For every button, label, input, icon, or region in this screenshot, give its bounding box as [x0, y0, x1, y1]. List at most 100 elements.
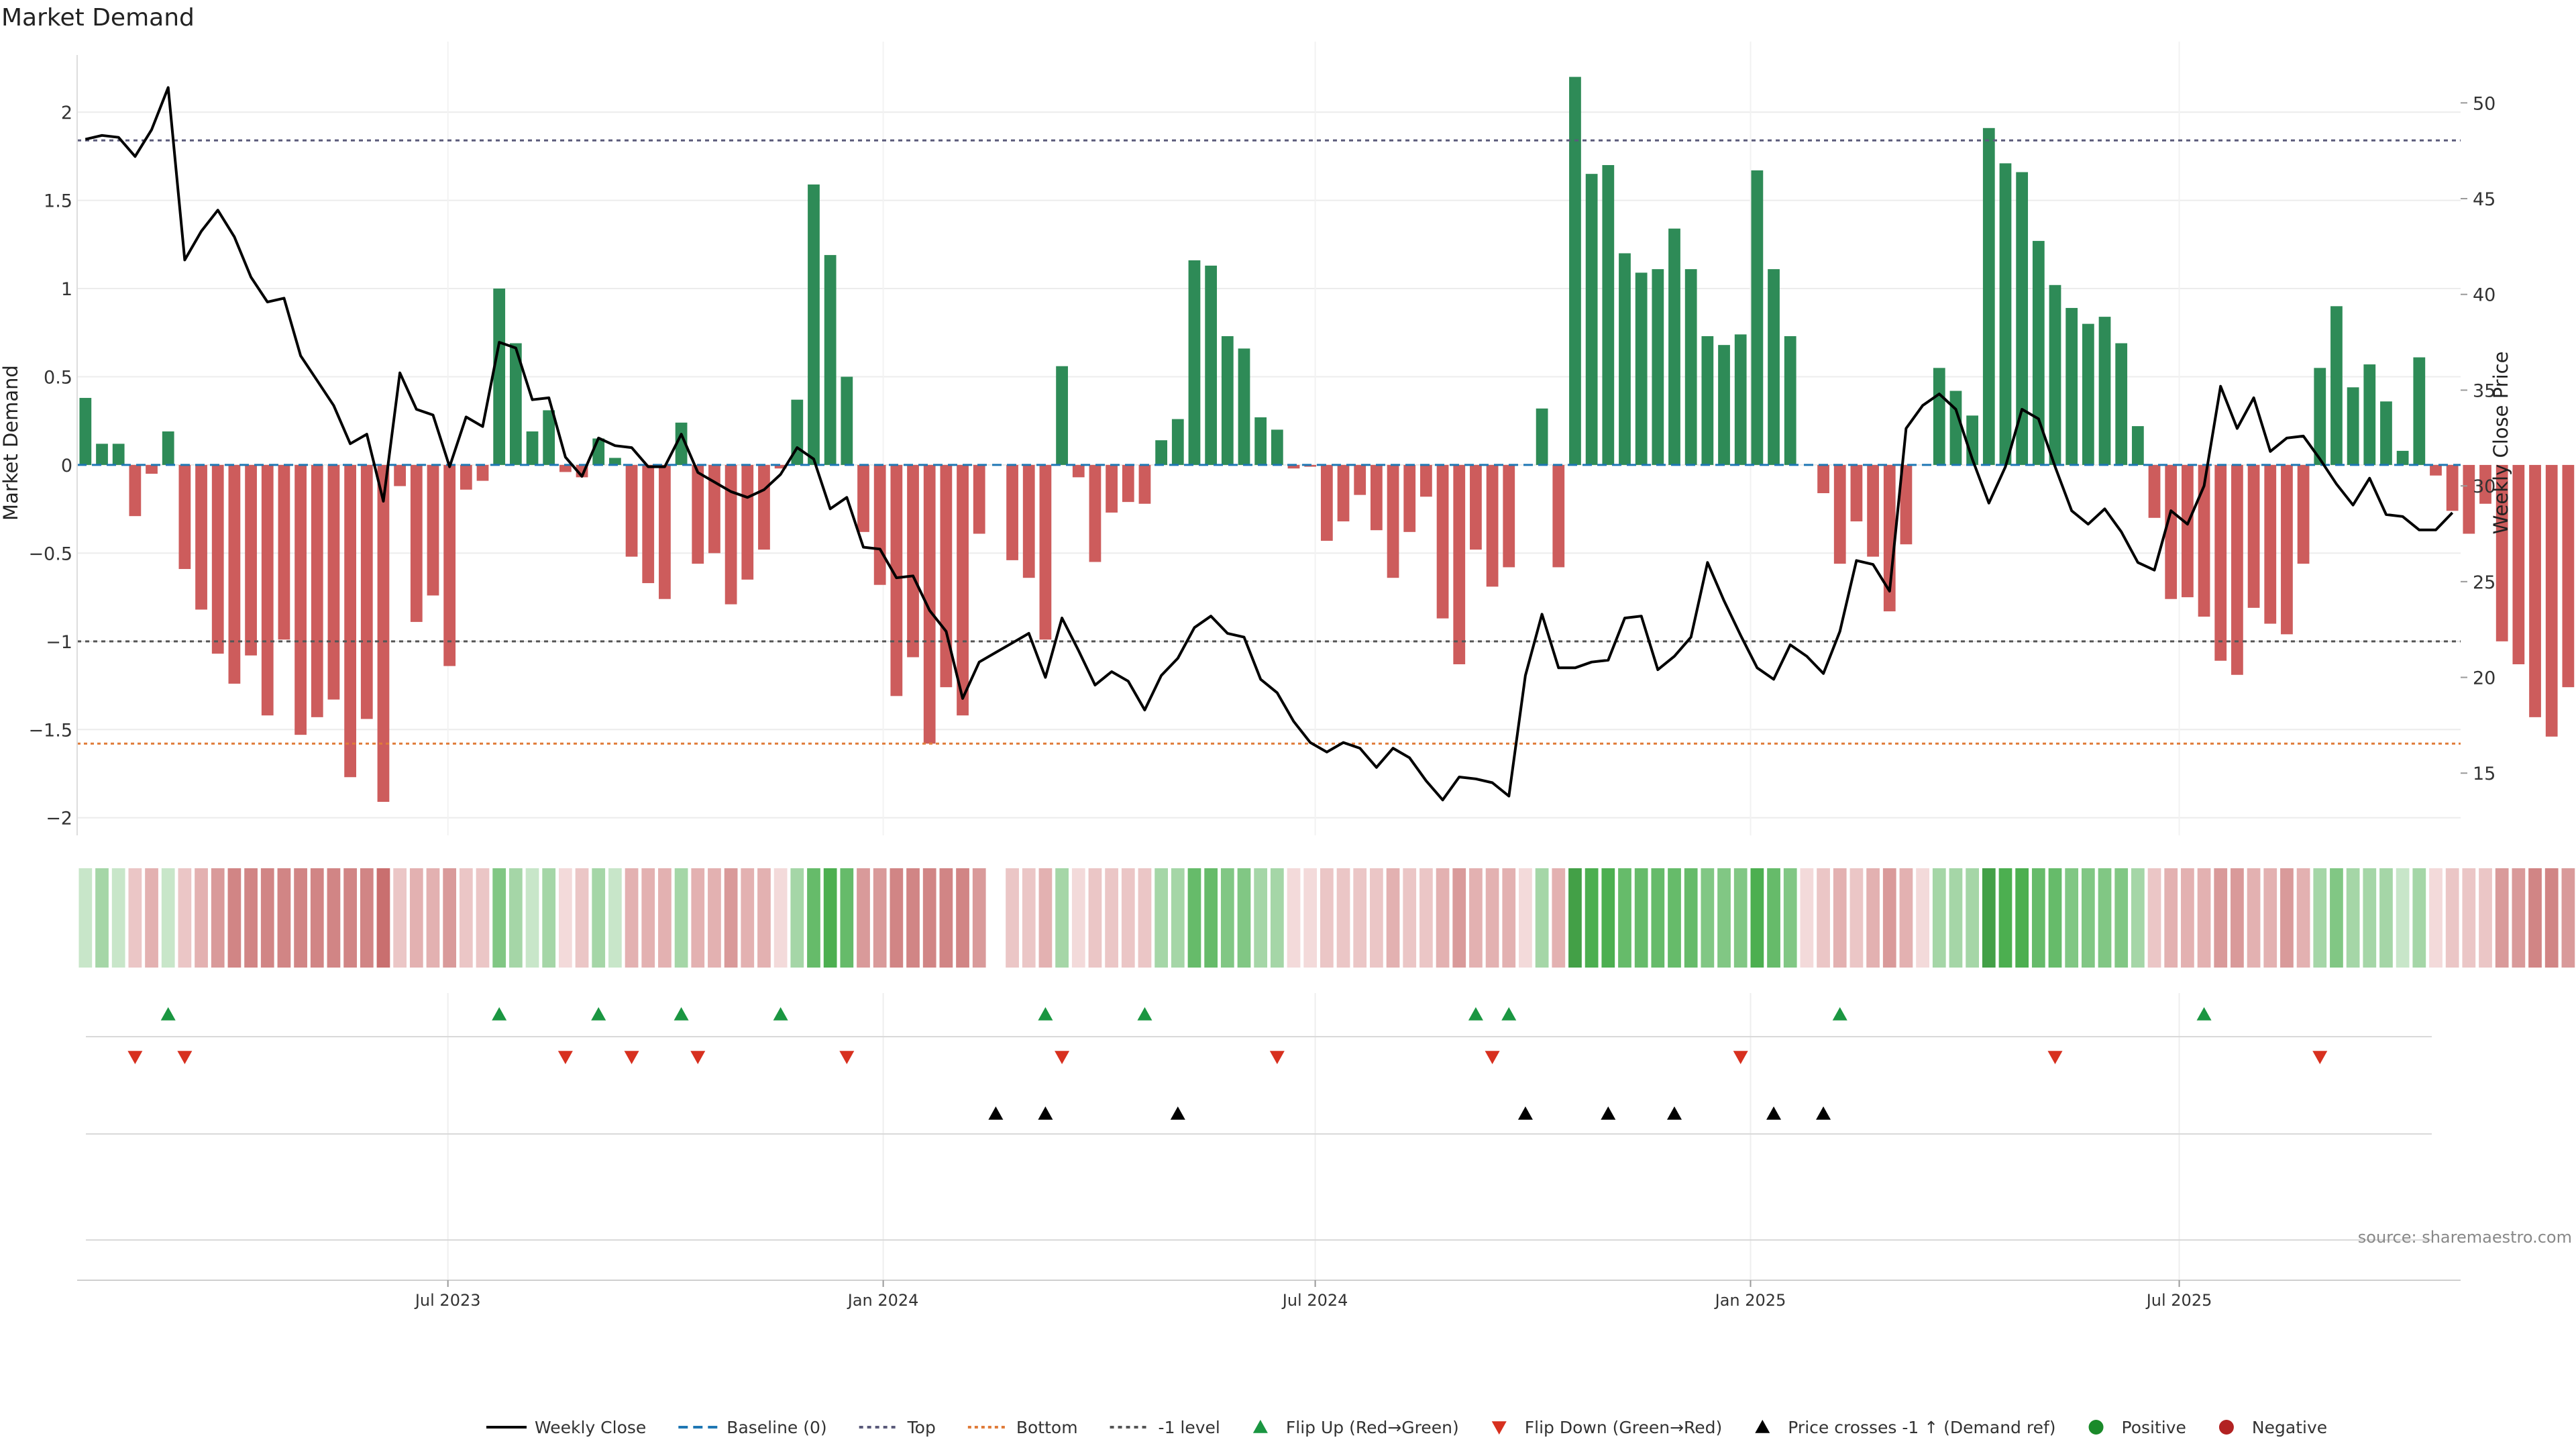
- positive-demand-bar: [112, 444, 125, 465]
- positive-lag-cell: [608, 868, 622, 968]
- positive-demand-bar: [2363, 364, 2376, 465]
- chart-title: Market Demand: [1, 4, 195, 32]
- negative-lag-cell: [1105, 868, 1118, 968]
- positive-lag-cell: [2031, 868, 2045, 968]
- positive-lag-cell: [2379, 868, 2393, 968]
- positive-demand-bar: [2049, 284, 2061, 465]
- negative-demand-bar: [1039, 464, 1052, 640]
- negative-lag-cell: [1038, 868, 1053, 968]
- positive-lag-cell: [1966, 868, 1979, 968]
- negative-demand-bar: [178, 464, 191, 570]
- negative-demand-bar: [2446, 464, 2459, 511]
- flip-up-marker: [1468, 1007, 1483, 1021]
- legend-item-dot-positive: Positive: [2088, 1418, 2186, 1437]
- y2-tick-label: 30: [2473, 476, 2496, 497]
- legend-item-dot-negative: Negative: [2218, 1418, 2327, 1437]
- weekly-close-line: [85, 86, 2454, 802]
- negative-demand-bar: [1552, 464, 1565, 568]
- positive-demand-bar: [526, 431, 539, 465]
- negative-demand-bar: [1900, 464, 1913, 545]
- positive-lag-cell: [1171, 868, 1185, 968]
- legend-label: Price crosses -1 ↑ (Demand ref): [1788, 1418, 2055, 1437]
- flip-up-marker: [1137, 1007, 1152, 1021]
- negative-lag-cell: [1022, 868, 1036, 968]
- negative-demand-bar: [443, 464, 456, 666]
- negative-demand-bar: [1817, 464, 1829, 493]
- negative-demand-bar: [1370, 464, 1383, 531]
- negative-lag-cell: [244, 868, 258, 968]
- negative-lag-cell: [2296, 868, 2310, 968]
- negative-demand-bar: [724, 464, 737, 605]
- positive-lag-cell: [161, 868, 175, 968]
- negative-demand-bar: [278, 464, 290, 640]
- positive-demand-bar: [2115, 343, 2128, 465]
- positive-demand-bar: [2032, 241, 2045, 465]
- negative-lag-cell: [724, 868, 738, 968]
- negative-lag-cell: [2280, 868, 2294, 968]
- negative-lag-cell: [1899, 868, 1913, 968]
- negative-demand-bar: [1022, 464, 1035, 578]
- positive-demand-bar: [808, 184, 820, 465]
- positive-lag-cell: [508, 868, 523, 968]
- price-cross-marker: [1517, 1106, 1533, 1120]
- negative-demand-bar: [2198, 464, 2210, 617]
- x-tick-label: Jul 2023: [414, 1291, 481, 1310]
- y2-axis-label: Weekly Close Price: [2489, 352, 2512, 535]
- legend-item-flip-down: Flip Down (Green→Red): [1491, 1418, 1722, 1437]
- negative-demand-bar: [1287, 464, 1300, 469]
- negative-lag-cell: [890, 868, 904, 968]
- negative-lag-cell: [2544, 868, 2559, 968]
- negative-demand-bar: [2430, 464, 2442, 476]
- legend-item-cross: Price crosses -1 ↑ (Demand ref): [1755, 1418, 2056, 1437]
- positive-demand-bar: [2098, 317, 2111, 465]
- negative-lag-cell: [658, 868, 672, 968]
- negative-demand-bar: [360, 464, 373, 719]
- lag-heat-band: [78, 868, 2575, 968]
- negative-lag-cell: [459, 868, 473, 968]
- negative-lag-cell: [1436, 868, 1450, 968]
- negative-demand-bar: [957, 464, 969, 716]
- negative-demand-bar: [1420, 464, 1432, 497]
- negative-lag-cell: [2164, 868, 2178, 968]
- positive-demand-bar: [841, 376, 853, 465]
- negative-demand-bar: [2247, 464, 2260, 608]
- negative-demand-bar: [1387, 464, 1399, 578]
- negative-demand-bar: [2214, 464, 2227, 661]
- negative-demand-bar: [708, 464, 720, 554]
- negative-demand-bar: [1072, 464, 1085, 478]
- positive-demand-bar: [2131, 426, 2144, 465]
- positive-lag-cell: [823, 868, 837, 968]
- flip-down-marker: [557, 1051, 573, 1064]
- negative-demand-bar: [211, 464, 224, 654]
- negative-demand-bar: [2512, 464, 2525, 664]
- negative-demand-bar: [907, 464, 919, 658]
- negative-lag-cell: [625, 868, 639, 968]
- negative-lag-cell: [956, 868, 969, 968]
- y2-tick-label: 40: [2473, 285, 2496, 306]
- negative-lag-cell: [1303, 868, 1318, 968]
- negative-lag-cell: [227, 868, 241, 968]
- negative-lag-cell: [641, 868, 655, 968]
- negative-lag-cell: [1833, 868, 1847, 968]
- negative-lag-cell: [128, 868, 142, 968]
- positive-lag-cell: [674, 868, 688, 968]
- negative-demand-bar: [659, 464, 671, 599]
- reference-levels: [77, 139, 2461, 745]
- negative-lag-cell: [1287, 868, 1301, 968]
- legend-label: -1 level: [1159, 1418, 1220, 1437]
- legend-label: Negative: [2252, 1418, 2327, 1437]
- negative-demand-bar: [2264, 464, 2277, 624]
- flip-down-marker: [2047, 1051, 2063, 1064]
- legend-label: Weekly Close: [535, 1418, 646, 1437]
- x-tick-label: Jan 2024: [847, 1291, 919, 1310]
- negative-lag-cell: [376, 868, 390, 968]
- price-cross-marker: [1601, 1106, 1616, 1120]
- negative-demand-bar: [311, 464, 323, 717]
- negative-demand-bar: [1486, 464, 1499, 587]
- negative-lag-cell: [559, 868, 572, 968]
- negative-demand-bar: [1106, 464, 1118, 513]
- positive-lag-cell: [1668, 868, 1681, 968]
- negative-lag-cell: [1849, 868, 1864, 968]
- positive-lag-cell: [1982, 868, 1996, 968]
